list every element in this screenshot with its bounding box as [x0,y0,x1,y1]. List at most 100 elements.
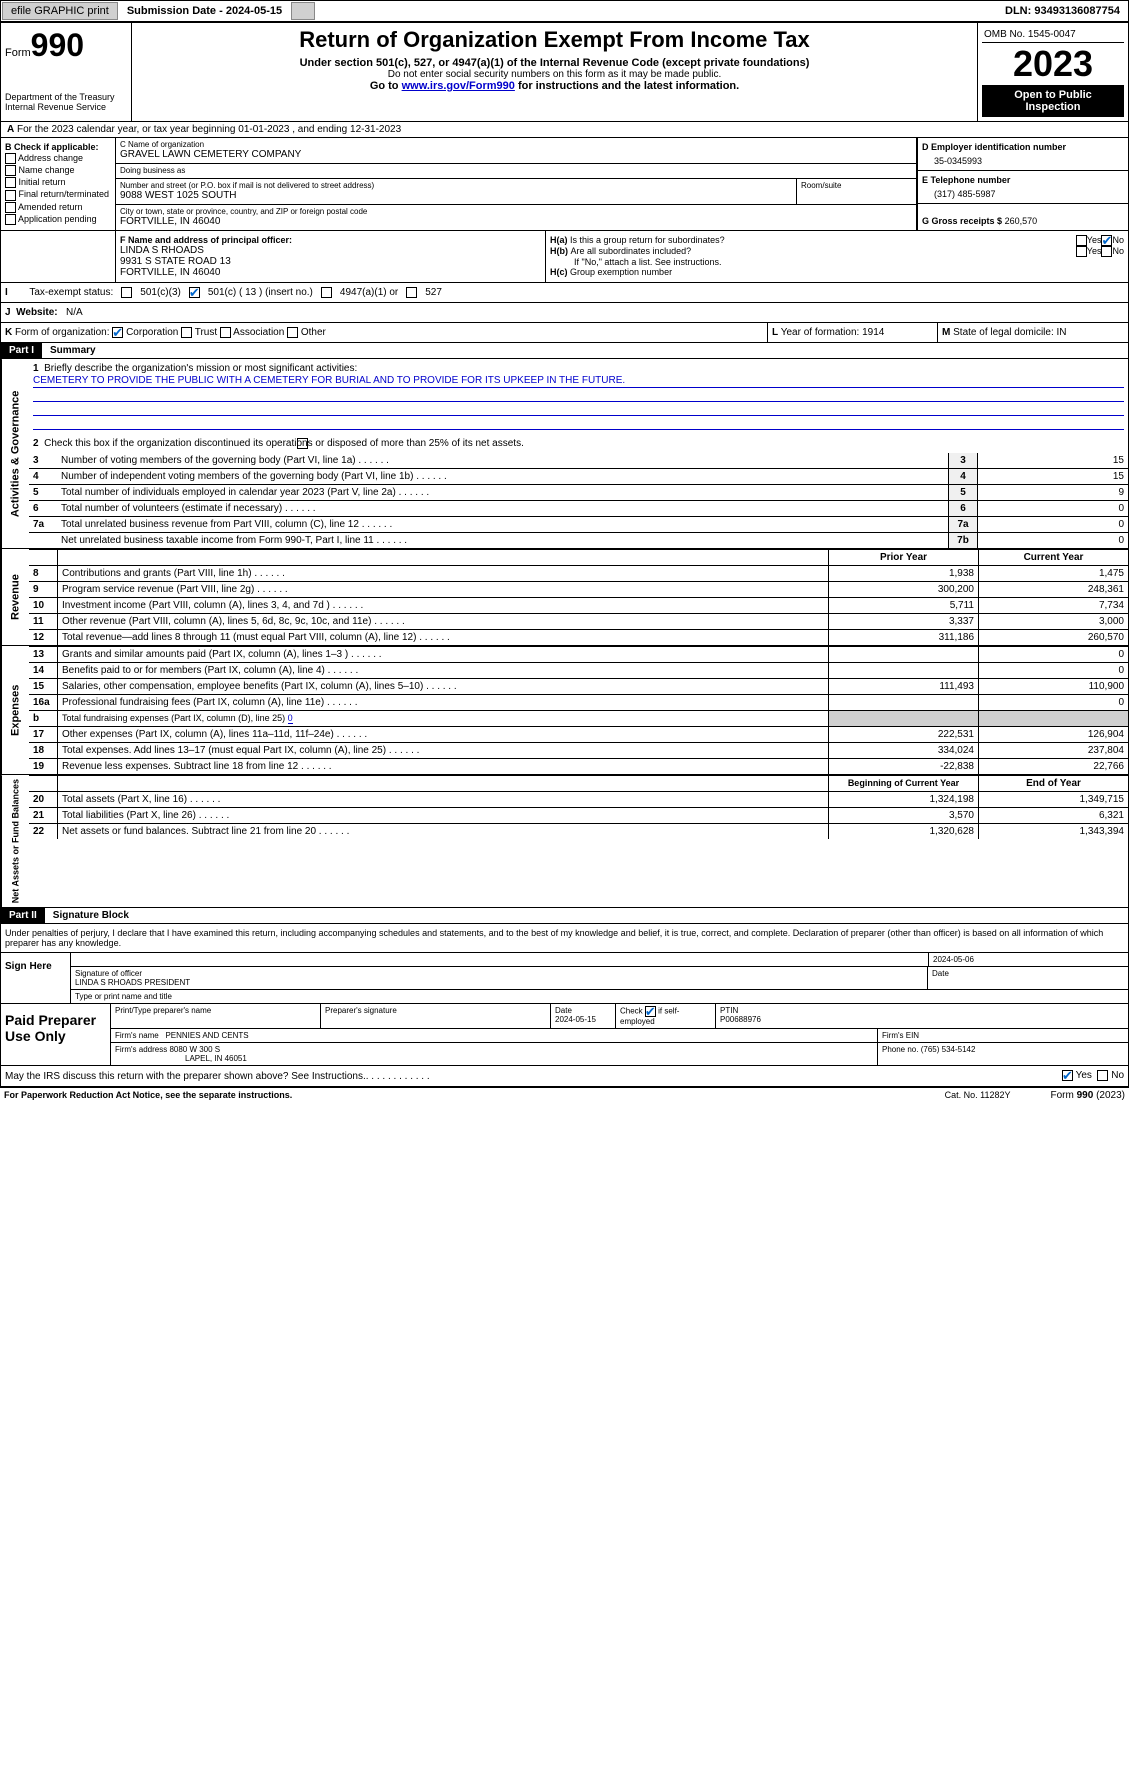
efile-button[interactable]: efile GRAPHIC print [2,2,118,20]
gov-row: 7aTotal unrelated business revenue from … [29,516,1128,532]
netassets-row: 21Total liabilities (Part X, line 26)3,5… [29,807,1128,823]
expense-row: 13Grants and similar amounts paid (Part … [29,646,1128,662]
type-name-label: Type or print name and title [71,990,1128,1003]
footer: For Paperwork Reduction Act Notice, see … [0,1087,1129,1103]
cat-no: Cat. No. 11282Y [945,1090,1011,1101]
chk-address-change[interactable]: Address change [5,153,111,164]
street-cell: Number and street (or P.O. box if mail i… [116,179,797,205]
netassets-row: 22Net assets or fund balances. Subtract … [29,823,1128,839]
sig-officer-cell: Signature of officerLINDA S RHOADS PRESI… [71,967,928,989]
prep-date: Date2024-05-15 [551,1004,616,1028]
col-c: C Name of organization GRAVEL LAWN CEMET… [116,138,918,230]
chk-amended-return[interactable]: Amended return [5,202,111,213]
revenue-row: 10Investment income (Part VIII, column (… [29,597,1128,613]
chk-association[interactable] [220,327,231,338]
section-h: H(a) Is this a group return for subordin… [546,231,1128,282]
col-headers-net: Beginning of Current Year End of Year [29,775,1128,791]
line2: 2 Check this box if the organization dis… [29,434,1128,453]
firm-address: Firm's address 8080 W 300 SLAPEL, IN 460… [111,1043,878,1065]
main-grid: A For the 2023 calendar year, or tax yea… [0,122,1129,343]
chk-501c3[interactable] [121,287,132,298]
vlabel-netassets: Net Assets or Fund Balances [1,775,29,907]
chk-527[interactable] [406,287,417,298]
gov-row: 4Number of independent voting members of… [29,468,1128,484]
topbar: efile GRAPHIC print Submission Date - 20… [0,0,1129,22]
part1-title: Summary [42,343,104,358]
blank-button[interactable] [291,2,315,20]
revenue-row: 11Other revenue (Part VIII, column (A), … [29,613,1128,629]
gov-row: 6Total number of volunteers (estimate if… [29,500,1128,516]
chk-501c[interactable] [189,287,200,298]
hb-yes[interactable] [1076,246,1087,257]
form-subtitle: Under section 501(c), 527, or 4947(a)(1)… [136,57,973,69]
ha-yes[interactable] [1076,235,1087,246]
phone: (317) 485-5987 [922,185,1124,199]
form-no-footer: Form 990 (2023) [1051,1090,1125,1101]
hdr-current: Current Year [978,550,1128,565]
chk-self-employed[interactable] [645,1006,656,1017]
instructions-link[interactable]: www.irs.gov/Form990 [402,80,515,92]
sig-date-cell [71,953,928,966]
expenses-section: Expenses 13Grants and similar amounts pa… [0,646,1129,775]
expense-row: bTotal fundraising expenses (Part IX, co… [29,710,1128,726]
paid-preparer-grid: Paid Preparer Use Only Print/Type prepar… [1,1003,1128,1065]
hdr-prior: Prior Year [828,550,978,565]
dba-cell: Doing business as [116,164,917,179]
city: FORTVILLE, IN 46040 [120,216,912,227]
revenue-row: 8Contributions and grants (Part VIII, li… [29,565,1128,581]
gov-row: 5Total number of individuals employed in… [29,484,1128,500]
gross-receipts-cell: G Gross receipts $ 260,570 [918,204,1128,230]
ssn-note: Do not enter social security numbers on … [136,69,973,80]
header-title-cell: Return of Organization Exempt From Incom… [131,23,978,121]
phone-cell: E Telephone number (317) 485-5987 [918,171,1128,204]
part1-label: Part I [1,343,42,358]
section-bcd: B Check if applicable: Address change Na… [1,138,1128,230]
ha-no[interactable] [1101,235,1112,246]
netassets-section: Net Assets or Fund Balances Beginning of… [0,775,1129,908]
tax-year: 2023 [982,43,1124,85]
form-label: Form [5,47,31,59]
hdr-begin: Beginning of Current Year [828,776,978,791]
b-label: B Check if applicable: [5,142,99,152]
firm-name: Firm's name PENNIES AND CENTS [111,1029,878,1042]
part1-header: Part I Summary [0,343,1129,359]
expense-row: 17Other expenses (Part IX, column (A), l… [29,726,1128,742]
sign-here-grid: Sign Here 2024-05-06 Signature of office… [1,952,1128,1003]
expense-row: 18Total expenses. Add lines 13–17 (must … [29,742,1128,758]
may-no[interactable] [1097,1070,1108,1081]
chk-other[interactable] [287,327,298,338]
chk-initial-return[interactable]: Initial return [5,177,111,188]
chk-application-pending[interactable]: Application pending [5,214,111,225]
chk-4947[interactable] [321,287,332,298]
row-k: K Form of organization: Corporation Trus… [1,322,1128,342]
netassets-row: 20Total assets (Part X, line 16)1,324,19… [29,791,1128,807]
revenue-section: Revenue Prior Year Current Year 8Contrib… [0,549,1129,646]
expense-row: 14Benefits paid to or for members (Part … [29,662,1128,678]
may-yes[interactable] [1062,1070,1073,1081]
activities-governance: Activities & Governance 1 Briefly descri… [0,359,1129,549]
expense-row: 19Revenue less expenses. Subtract line 1… [29,758,1128,774]
instructions-note: Go to www.irs.gov/Form990 for instructio… [136,80,973,92]
chk-discontinued[interactable] [297,438,308,449]
chk-corporation[interactable] [112,327,123,338]
omb-number: OMB No. 1545-0047 [982,27,1124,43]
chk-trust[interactable] [181,327,192,338]
chk-final-return[interactable]: Final return/terminated [5,189,111,200]
state-domicile: IN [1057,327,1067,338]
sig-date-val: 2024-05-06 [928,953,1128,966]
revenue-row: 9Program service revenue (Part VIII, lin… [29,581,1128,597]
chk-name-change[interactable]: Name change [5,165,111,176]
hdr-end: End of Year [978,776,1128,791]
year-formation: 1914 [862,327,884,338]
part2-title: Signature Block [45,908,137,923]
submission-date: Submission Date - 2024-05-15 [119,3,290,19]
form-header: Form990 Department of the Treasury Inter… [0,22,1129,122]
gov-row: Net unrelated business taxable income fr… [29,532,1128,548]
org-name-cell: C Name of organization GRAVEL LAWN CEMET… [116,138,917,164]
org-name: GRAVEL LAWN CEMETERY COMPANY [120,149,912,160]
vlabel-governance: Activities & Governance [1,359,29,548]
sign-here-label: Sign Here [1,953,71,1003]
row-i: I Tax-exempt status: 501(c)(3) 501(c) ( … [1,282,1128,302]
dept-treasury: Department of the Treasury Internal Reve… [5,92,127,112]
hb-no[interactable] [1101,246,1112,257]
